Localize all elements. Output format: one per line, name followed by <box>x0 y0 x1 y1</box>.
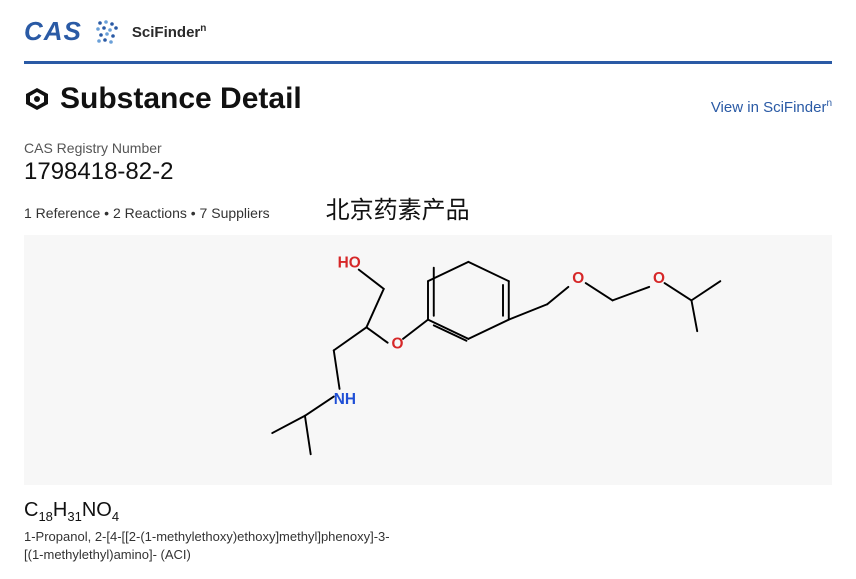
iupac-name: 1-Propanol, 2-[4-[[2-(1-methylethoxy)eth… <box>24 528 484 563</box>
molecular-formula: C18H31NO4 <box>24 499 832 524</box>
cas-logo-icon <box>94 19 120 45</box>
product-name: SciFindern <box>132 23 206 41</box>
svg-text:O: O <box>653 270 665 287</box>
view-in-scifinder-link[interactable]: View in SciFindern <box>711 98 832 116</box>
page-title: Substance Detail <box>60 82 302 116</box>
svg-text:NH: NH <box>334 391 356 408</box>
svg-text:O: O <box>572 270 584 287</box>
structure-panel: HO O NH O O <box>24 235 832 485</box>
app-header: CAS SciFindern <box>24 16 832 64</box>
svg-text:HO: HO <box>338 255 361 272</box>
reference-reaction-supplier-line: 1 Reference • 2 Reactions • 7 Suppliers <box>24 205 270 221</box>
cas-registry-label: CAS Registry Number <box>24 140 832 156</box>
iupac-line-2: [(1-methylethyl)amino]- (ACI) <box>24 547 191 562</box>
substance-hex-icon <box>24 86 50 112</box>
watermark-text: 北京药素产品 <box>326 190 470 225</box>
cas-logo-text: CAS <box>24 16 82 47</box>
meta-block: CAS Registry Number 1798418-82-2 1 Refer… <box>24 140 832 225</box>
title-row: Substance Detail View in SciFindern <box>24 82 832 116</box>
cas-registry-number: 1798418-82-2 <box>24 158 832 186</box>
iupac-line-1: 1-Propanol, 2-[4-[[2-(1-methylethoxy)eth… <box>24 529 390 544</box>
chemical-structure-svg: HO O NH O O <box>108 235 748 485</box>
svg-text:O: O <box>391 335 403 352</box>
